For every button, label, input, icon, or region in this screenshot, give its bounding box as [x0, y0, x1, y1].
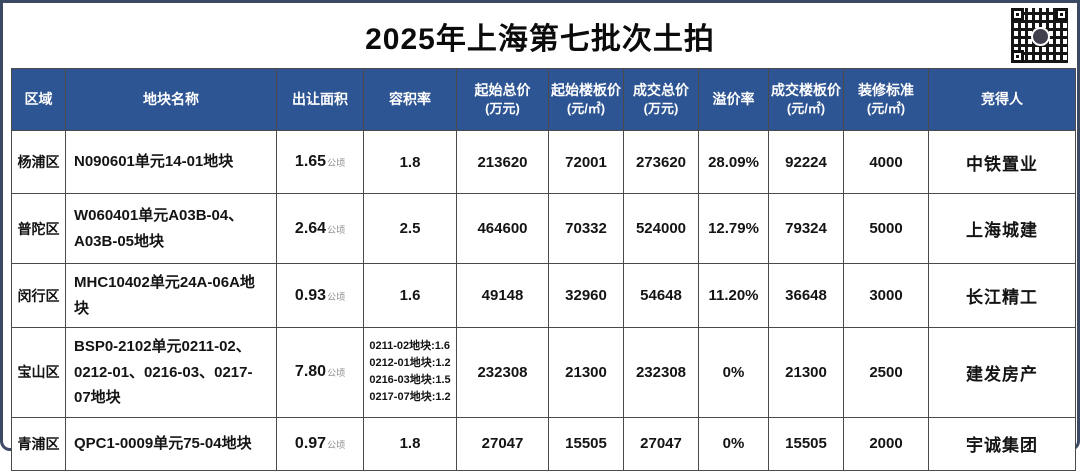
land-auction-table: 区域 地块名称 出让面积 容积率 起始总价 (万元) 起始楼板价 (元/㎡) 成交总… [11, 68, 1076, 471]
cell-deal-floor: 92224 [768, 130, 844, 194]
cell-far: 2.5 [363, 193, 457, 264]
col-header-deal-total: 成交总价 (万元) [623, 68, 699, 131]
cell-far: 1.6 [363, 263, 457, 328]
cell-district: 闵行区 [11, 263, 66, 328]
cell-district: 杨浦区 [11, 130, 66, 194]
qr-center-logo [1030, 26, 1050, 46]
cell-start-floor: 70332 [548, 193, 624, 264]
cell-area: 2.64公顷 [276, 193, 364, 264]
cell-premium: 0% [698, 416, 769, 471]
cell-plot-name: N090601单元14-01地块 [65, 130, 277, 194]
table-row: 普陀区 W060401单元A03B-04、A03B-05地块 2.64公顷 2.… [11, 193, 1076, 264]
cell-decoration: 3000 [843, 263, 929, 328]
cell-area: 0.93公顷 [276, 263, 364, 328]
cell-start-total: 213620 [456, 130, 549, 194]
cell-start-floor: 32960 [548, 263, 624, 328]
col-header-winner: 竞得人 [928, 68, 1076, 131]
cell-start-floor: 15505 [548, 416, 624, 471]
cell-far: 1.8 [363, 416, 457, 471]
qr-finder-top-left [1011, 8, 1024, 21]
cell-start-total: 464600 [456, 193, 549, 264]
cell-winner: 建发房产 [928, 327, 1076, 418]
cell-start-total: 49148 [456, 263, 549, 328]
cell-winner: 中铁置业 [928, 130, 1076, 194]
cell-deal-floor: 36648 [768, 263, 844, 328]
col-header-plot-name: 地块名称 [65, 68, 277, 131]
cell-start-total: 27047 [456, 416, 549, 471]
cell-far-multi: 0211-02地块:1.6 0212-01地块:1.2 0216-03地块:1.… [363, 327, 457, 418]
col-header-deal-floor: 成交楼板价 (元/㎡) [768, 68, 844, 131]
cell-premium: 12.79% [698, 193, 769, 264]
col-header-start-floor: 起始楼板价 (元/㎡) [548, 68, 624, 131]
cell-winner: 上海城建 [928, 193, 1076, 264]
cell-deal-total: 273620 [623, 130, 699, 194]
col-header-decoration: 装修标准 (元/㎡) [843, 68, 929, 131]
cell-district: 宝山区 [11, 327, 66, 418]
cell-premium: 0% [698, 327, 769, 418]
cell-decoration: 4000 [843, 130, 929, 194]
cell-district: 青浦区 [11, 416, 66, 471]
cell-start-floor: 72001 [548, 130, 624, 194]
cell-start-floor: 21300 [548, 327, 624, 418]
cell-winner: 宇诚集团 [928, 416, 1076, 471]
cell-district: 普陀区 [11, 193, 66, 264]
cell-decoration: 5000 [843, 193, 929, 264]
cell-deal-floor: 21300 [768, 327, 844, 418]
qr-code-icon [1011, 8, 1068, 63]
cell-deal-total: 54648 [623, 263, 699, 328]
cell-start-total: 232308 [456, 327, 549, 418]
cell-decoration: 2000 [843, 416, 929, 471]
qr-finder-bottom-left [1011, 50, 1024, 63]
cell-premium: 11.20% [698, 263, 769, 328]
cell-plot-name: QPC1-0009单元75-04地块 [65, 416, 277, 471]
col-header-far: 容积率 [363, 68, 457, 131]
cell-plot-name: BSP0-2102单元0211-02、0212-01、0216-03、0217-… [65, 327, 277, 418]
cell-deal-floor: 15505 [768, 416, 844, 471]
col-header-premium: 溢价率 [698, 68, 769, 131]
cell-far: 1.8 [363, 130, 457, 194]
cell-winner: 长江精工 [928, 263, 1076, 328]
table-row: 宝山区 BSP0-2102单元0211-02、0212-01、0216-03、0… [11, 327, 1076, 418]
cell-decoration: 2500 [843, 327, 929, 418]
page-title: 2025年上海第七批次土拍 [365, 23, 715, 56]
table-row: 闵行区 MHC10402单元24A-06A地块 0.93公顷 1.6 49148… [11, 263, 1076, 328]
cell-area: 1.65公顷 [276, 130, 364, 194]
cell-deal-total: 232308 [623, 327, 699, 418]
col-header-district: 区域 [11, 68, 66, 131]
table-row: 杨浦区 N090601单元14-01地块 1.65公顷 1.8 213620 7… [11, 130, 1076, 194]
col-header-area: 出让面积 [276, 68, 364, 131]
cell-premium: 28.09% [698, 130, 769, 194]
cell-plot-name: W060401单元A03B-04、A03B-05地块 [65, 193, 277, 264]
qr-finder-top-right [1055, 8, 1068, 21]
col-header-start-total: 起始总价 (万元) [456, 68, 549, 131]
header-row: 区域 地块名称 出让面积 容积率 起始总价 (万元) 起始楼板价 (元/㎡) 成交总… [11, 68, 1076, 131]
cell-deal-floor: 79324 [768, 193, 844, 264]
table-row: 青浦区 QPC1-0009单元75-04地块 0.97公顷 1.8 27047 … [11, 416, 1076, 471]
cell-deal-total: 524000 [623, 193, 699, 264]
cell-area: 7.80公顷 [276, 327, 364, 418]
cell-plot-name: MHC10402单元24A-06A地块 [65, 263, 277, 328]
cell-area: 0.97公顷 [276, 416, 364, 471]
cell-deal-total: 27047 [623, 416, 699, 471]
